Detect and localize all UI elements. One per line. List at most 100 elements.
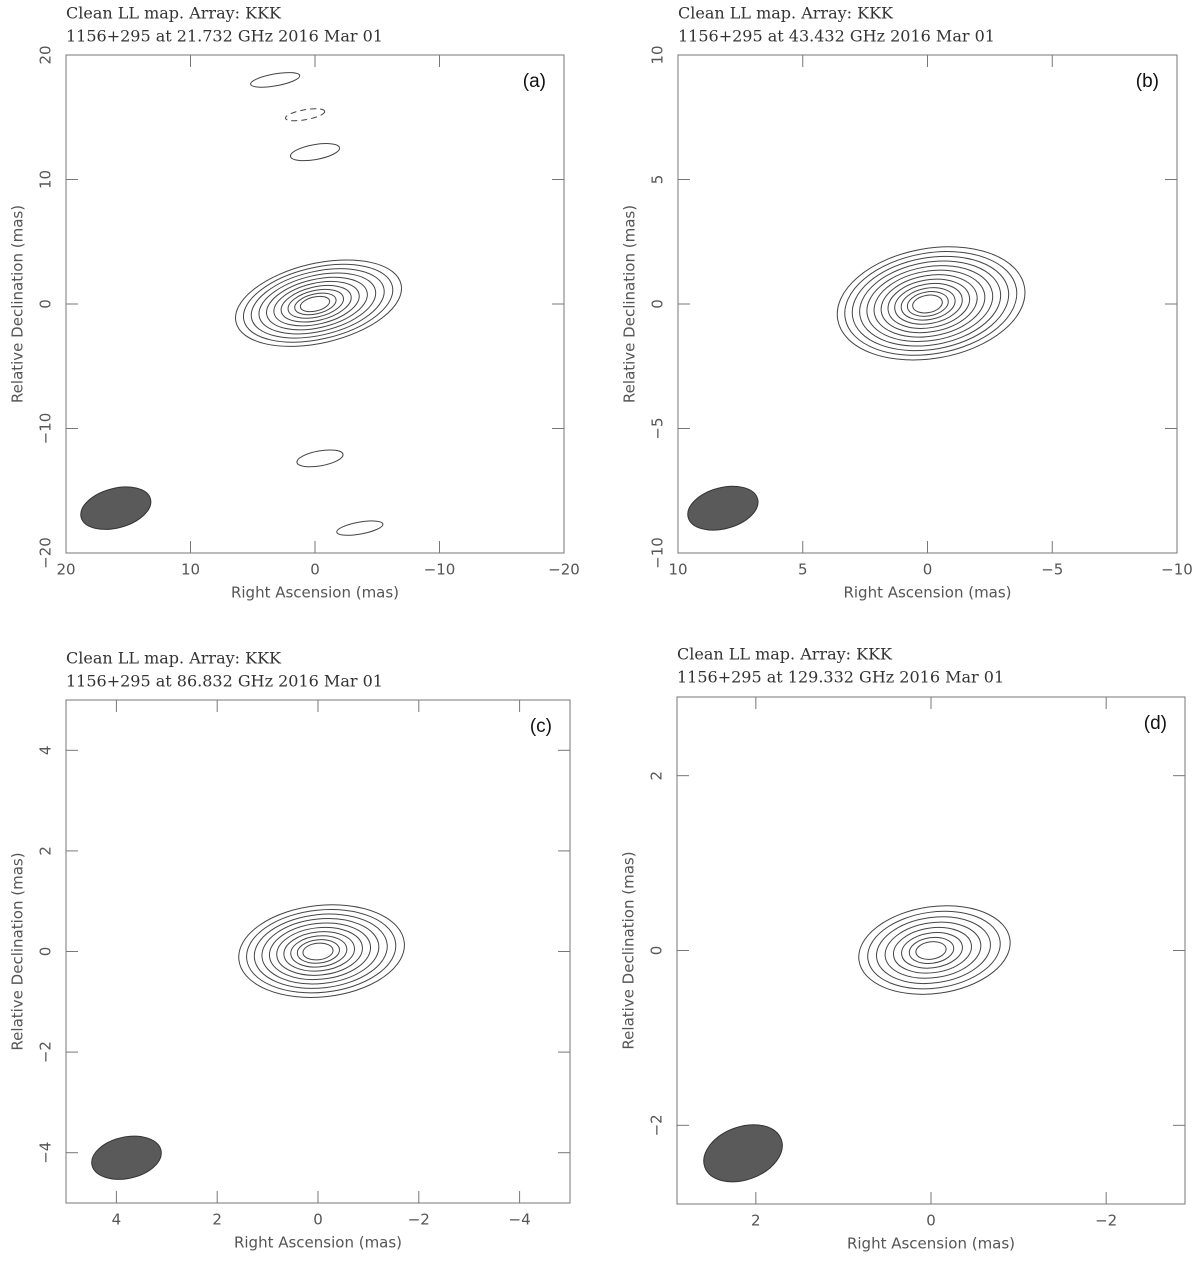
y-axis-label: Relative Declination (mas) <box>621 205 639 403</box>
panel-label: (c) <box>530 716 552 737</box>
y-axis-label: Relative Declination (mas) <box>620 851 638 1049</box>
contour <box>296 449 344 468</box>
contour <box>287 288 344 319</box>
contour <box>876 916 991 984</box>
contour <box>915 941 947 960</box>
y-tick-label: −10 <box>37 413 55 445</box>
contour <box>235 259 402 347</box>
y-tick-label: 0 <box>648 946 666 956</box>
y-axis-label: Relative Declination (mas) <box>9 852 27 1050</box>
contour <box>294 292 337 316</box>
contour <box>290 935 348 968</box>
x-tick-label: 2 <box>751 1212 761 1230</box>
y-tick-label: 20 <box>37 45 55 64</box>
contour <box>261 918 380 985</box>
x-tick-label: 10 <box>668 561 687 579</box>
x-tick-label: −4 <box>509 1211 531 1229</box>
y-tick-label: 2 <box>37 846 55 856</box>
beam <box>91 1135 162 1180</box>
x-tick-label: 2 <box>212 1211 222 1229</box>
beam <box>80 486 152 530</box>
contour <box>859 260 1002 347</box>
x-tick-label: −2 <box>1095 1212 1117 1230</box>
panel: Clean LL map. Array: KKK 1156+295 at 43.4… <box>621 4 1193 602</box>
contour <box>873 269 986 338</box>
x-tick-label: 4 <box>112 1211 122 1229</box>
x-tick-label: 0 <box>310 561 320 579</box>
contour <box>238 904 405 998</box>
contour <box>253 913 388 989</box>
beam <box>687 485 759 531</box>
contour <box>299 295 331 313</box>
chart-subtitle: 1156+295 at 129.332 GHz 2016 Mar 01 <box>677 668 1004 687</box>
x-axis-label: Right Ascension (mas) <box>843 584 1011 602</box>
y-tick-label: 0 <box>649 299 667 309</box>
x-axis-label: Right Ascension (mas) <box>847 1235 1015 1253</box>
y-tick-label: 10 <box>649 45 667 64</box>
x-tick-label: −10 <box>424 561 456 579</box>
contour <box>276 926 363 976</box>
contour <box>246 908 397 994</box>
y-tick-label: −2 <box>37 1041 55 1063</box>
contour <box>867 910 1001 990</box>
contour <box>250 268 385 339</box>
contour <box>296 939 341 964</box>
y-tick-label: 4 <box>37 746 55 756</box>
plot-frame <box>677 54 1178 554</box>
contour <box>258 272 377 335</box>
contour <box>844 251 1018 356</box>
panel: Clean LL map. Array: KKK 1156+295 at 86.8… <box>9 649 571 1252</box>
y-tick-label: 0 <box>37 299 55 309</box>
x-tick-label: 10 <box>181 561 200 579</box>
contour <box>901 932 963 969</box>
chart-title: Clean LL map. Array: KKK <box>66 649 282 668</box>
y-tick-label: −20 <box>37 537 55 569</box>
x-tick-label: −10 <box>1161 561 1193 579</box>
contour <box>289 143 341 162</box>
chart-subtitle: 1156+295 at 21.732 GHz 2016 Mar 01 <box>66 27 383 46</box>
chart-title: Clean LL map. Array: KKK <box>677 645 893 664</box>
panel: Clean LL map. Array: KKK 1156+295 at 21.7… <box>9 4 580 602</box>
contour <box>880 274 978 334</box>
contour <box>892 926 972 974</box>
x-tick-label: −2 <box>408 1211 430 1229</box>
contour <box>884 921 982 979</box>
contour <box>836 246 1026 361</box>
x-tick-label: 5 <box>798 561 808 579</box>
plot-frame <box>65 699 571 1204</box>
y-axis-label: Relative Declination (mas) <box>9 205 27 403</box>
contour <box>280 284 352 323</box>
contour <box>242 263 394 343</box>
x-axis-label: Right Ascension (mas) <box>234 1234 402 1252</box>
panel-label: (d) <box>1144 713 1167 734</box>
chart-subtitle: 1156+295 at 43.432 GHz 2016 Mar 01 <box>678 27 995 46</box>
y-tick-label: −5 <box>649 417 667 439</box>
y-tick-label: 2 <box>648 771 666 781</box>
chart-subtitle: 1156+295 at 86.832 GHz 2016 Mar 01 <box>66 672 383 691</box>
contour <box>887 278 971 329</box>
contour <box>268 922 372 981</box>
contour <box>900 287 956 321</box>
contour <box>912 294 943 314</box>
contour <box>858 905 1011 995</box>
x-axis-label: Right Ascension (mas) <box>231 584 399 602</box>
contour <box>266 276 368 331</box>
x-tick-label: 20 <box>56 561 75 579</box>
contour <box>894 282 963 325</box>
contour <box>866 265 994 343</box>
panel-label: (b) <box>1136 71 1159 92</box>
y-tick-label: 5 <box>649 175 667 185</box>
y-tick-label: 10 <box>37 170 55 189</box>
y-tick-label: 0 <box>37 947 55 957</box>
contour <box>250 72 301 88</box>
contour <box>283 931 355 972</box>
y-tick-label: −4 <box>37 1142 55 1164</box>
contour <box>908 936 955 964</box>
x-tick-label: −5 <box>1041 561 1063 579</box>
x-tick-label: 0 <box>926 1212 936 1230</box>
panel-label: (a) <box>523 71 546 92</box>
y-tick-label: −2 <box>648 1114 666 1136</box>
x-tick-label: −20 <box>548 561 580 579</box>
x-tick-label: 0 <box>923 561 933 579</box>
